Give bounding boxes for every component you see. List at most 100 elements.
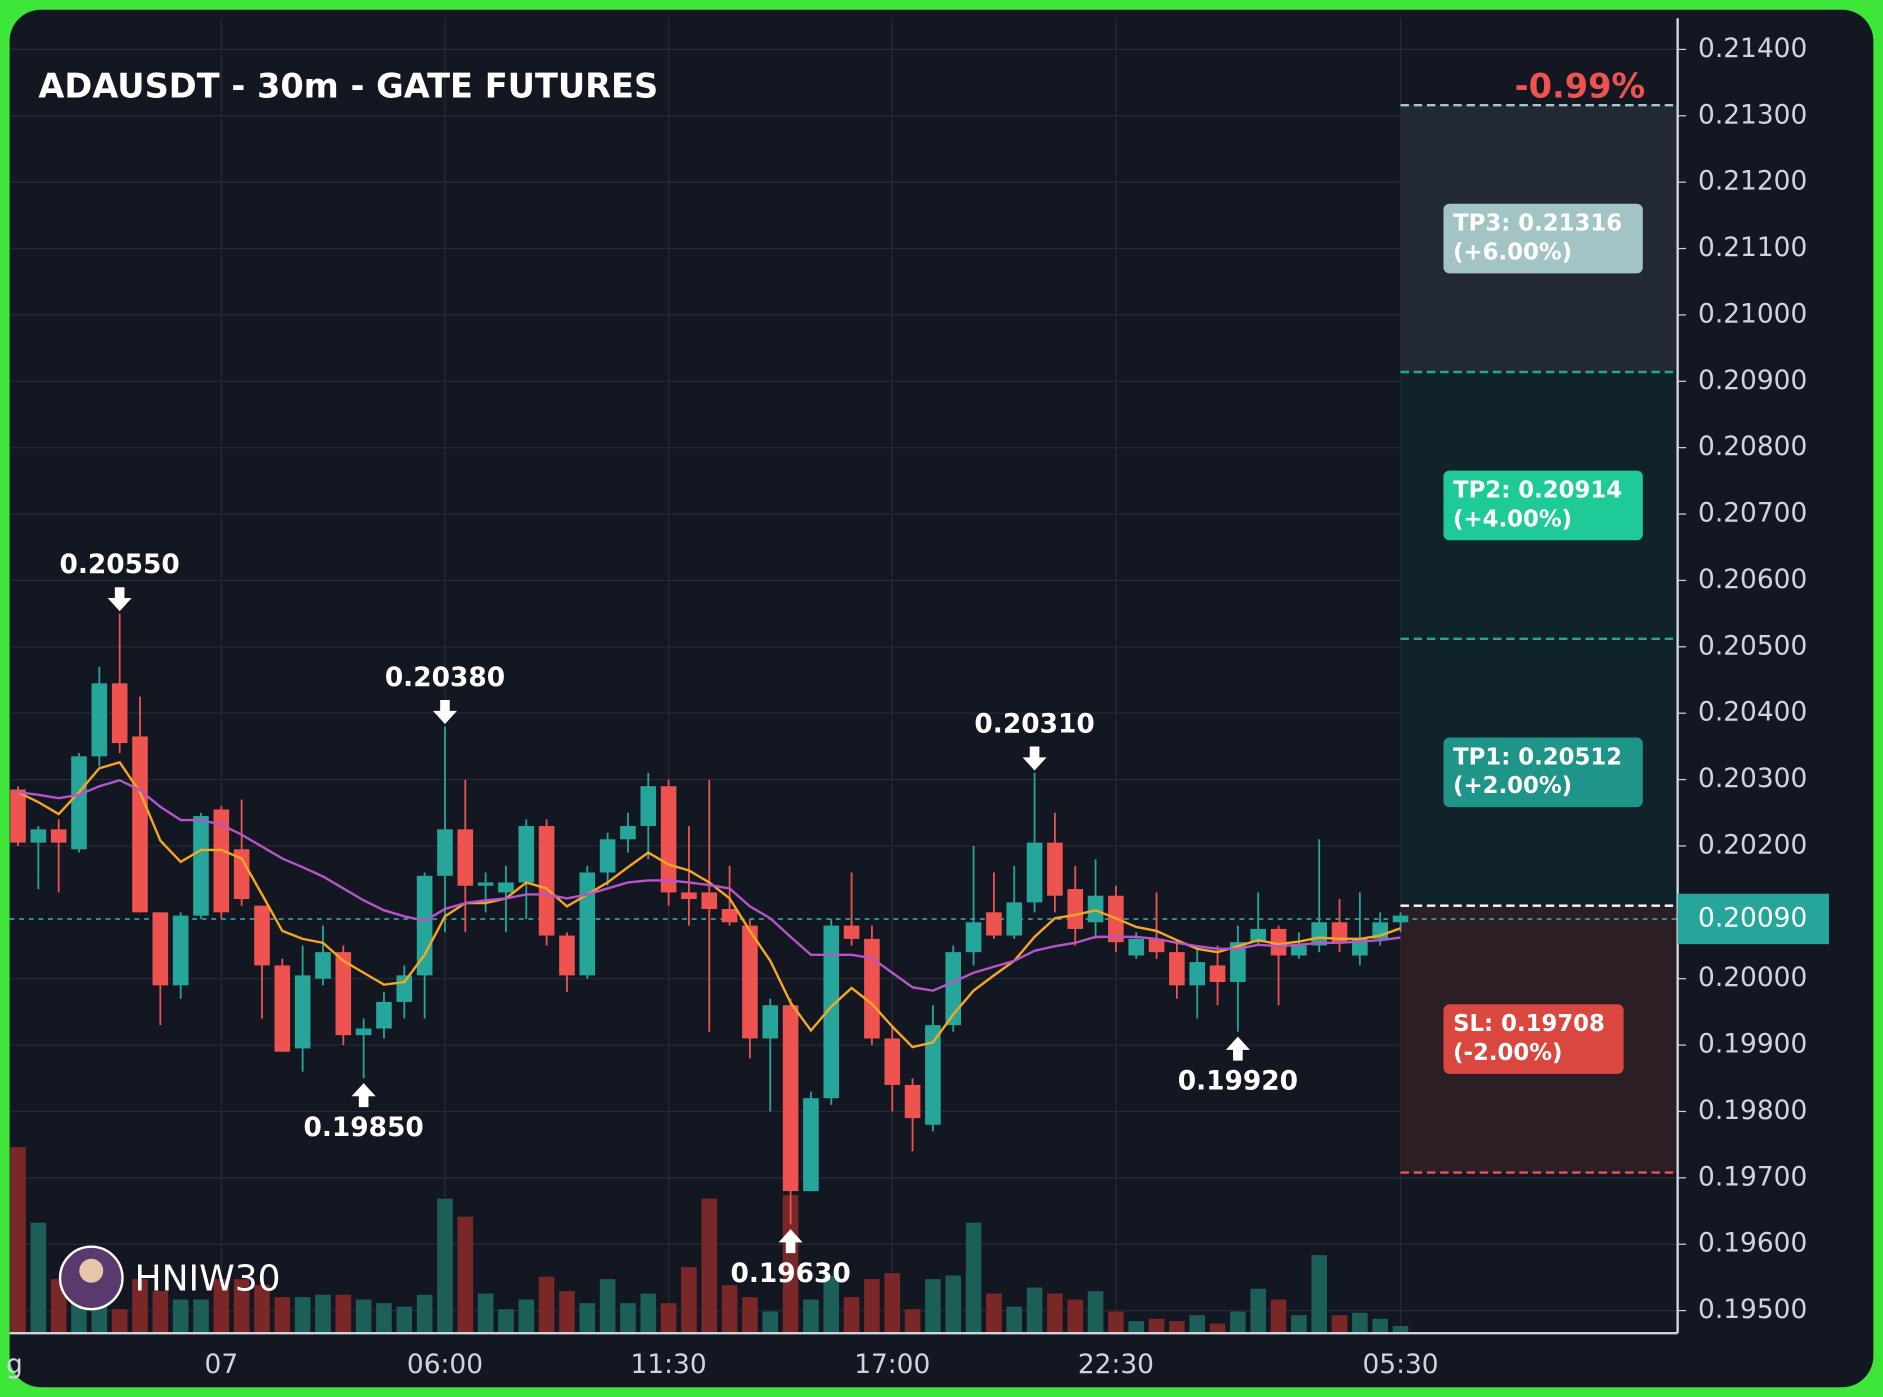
volume-bar [437, 1198, 453, 1334]
candle-body [315, 952, 331, 979]
candle-body [50, 829, 67, 843]
volume-bar [782, 1195, 799, 1334]
arrow-up [351, 1083, 376, 1108]
y-tick-label: 0.20500 [1698, 630, 1807, 661]
candle-body [762, 1005, 779, 1039]
candle-body [254, 905, 270, 966]
candle-body [416, 875, 433, 976]
volume-bar [864, 1279, 880, 1334]
volume-bar [1108, 1311, 1124, 1334]
candle-body [1067, 889, 1084, 929]
volume-bar [803, 1299, 819, 1334]
y-tick-label: 0.21100 [1698, 232, 1807, 263]
candle-body [111, 683, 128, 744]
volume-bar [579, 1303, 596, 1334]
volume-bar [1047, 1293, 1063, 1334]
moving-average [17, 778, 1401, 992]
candle-body [1291, 945, 1307, 956]
candle-body [742, 925, 758, 1039]
y-tick-label: 0.21200 [1698, 166, 1807, 197]
volume-bar [1230, 1311, 1246, 1334]
arrow-down [1022, 746, 1047, 771]
plot: 0.21400 0.21300 0.21200 0.21100 0.21000 0.209… [9, 18, 1807, 1334]
volume-bar [294, 1297, 311, 1334]
candle-body [437, 829, 453, 876]
candle-body [274, 965, 291, 1052]
level-change: (+2.00%) [1453, 773, 1572, 799]
volume-bar [10, 1147, 26, 1334]
candle-body [172, 915, 189, 986]
volume-bar [1006, 1306, 1023, 1334]
y-tick-label: 0.20000 [1698, 962, 1807, 993]
candle-body [30, 829, 47, 843]
candle-body [1169, 952, 1185, 986]
volume-bar [376, 1303, 392, 1334]
annotation-label: 0.20380 [385, 662, 505, 693]
candle-body [884, 1038, 901, 1085]
candle-body [477, 882, 494, 886]
y-tick-label: 0.20800 [1698, 431, 1807, 462]
candle-body [986, 912, 1002, 936]
volume-bar [213, 1279, 230, 1334]
volume-bar [254, 1285, 270, 1334]
candle-body [1270, 928, 1287, 956]
volume-bar [1270, 1299, 1287, 1334]
volume-bar [1250, 1288, 1267, 1334]
candle-body [71, 756, 87, 850]
candle-body [396, 975, 413, 1002]
volume-bar [1209, 1323, 1226, 1334]
volume-bar [30, 1222, 47, 1334]
price-tag [1677, 893, 1829, 945]
candle-body [640, 786, 657, 827]
annotation-label: 0.20310 [974, 708, 1094, 739]
level-label: TP3: 0.21316 [1453, 211, 1622, 237]
volume-bar [986, 1293, 1002, 1334]
level-label: TP2: 0.20914 [1453, 478, 1622, 504]
candle-body [1209, 965, 1226, 983]
arrow-up [778, 1229, 803, 1254]
volume-bar [945, 1275, 962, 1334]
level-box [1443, 203, 1643, 274]
level-change: (+6.00%) [1453, 239, 1572, 265]
volume-bar [1311, 1255, 1328, 1334]
volume-bar [884, 1273, 901, 1334]
candle-body [1148, 938, 1165, 953]
y-tick-label: 0.20400 [1698, 697, 1807, 728]
candle-body [10, 789, 26, 843]
candle-body [213, 809, 230, 913]
volume-bar [274, 1297, 291, 1334]
candle-body [945, 952, 962, 1026]
level-change: (-2.00%) [1453, 1040, 1562, 1066]
candle-body [1087, 895, 1104, 923]
x-tick-label: 22:30 [1078, 1349, 1154, 1380]
y-tick-label: 0.19800 [1698, 1095, 1807, 1126]
arrow-down [432, 700, 457, 725]
arrow-up [1225, 1036, 1250, 1061]
candle-body [457, 829, 474, 886]
candle-body [233, 849, 250, 900]
level-label: TP1: 0.20512 [1453, 744, 1622, 770]
volume-bar [335, 1294, 352, 1334]
volume-bar [762, 1311, 779, 1334]
candle-body [1331, 922, 1348, 943]
candle-body [925, 1025, 941, 1125]
candle-body [782, 1005, 799, 1192]
y-tick-label: 0.20200 [1698, 829, 1807, 860]
volume-bar [416, 1294, 433, 1334]
level-box [1443, 737, 1643, 808]
candle-body [823, 925, 840, 1099]
arrow-down [107, 587, 132, 612]
candle-body [355, 1028, 372, 1036]
x-tick-label: 11:30 [631, 1349, 707, 1380]
chart-title: ADAUSDT - 30m - GATE FUTURES [38, 66, 658, 105]
y-tick-label: 0.19500 [1698, 1294, 1807, 1325]
volume-bar [1087, 1291, 1104, 1334]
volume-bar [742, 1297, 758, 1334]
volume-bar [1331, 1315, 1348, 1334]
annotation-label: 0.20550 [60, 549, 180, 580]
candle-body [681, 892, 697, 900]
candle-body [1047, 842, 1063, 896]
volume-bar [498, 1309, 514, 1334]
volume-bar [843, 1297, 860, 1334]
volume-bar [1148, 1318, 1165, 1334]
